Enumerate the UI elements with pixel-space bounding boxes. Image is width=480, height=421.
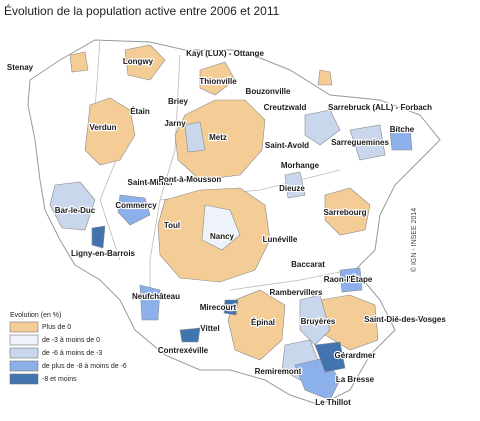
zone bbox=[117, 194, 151, 226]
place-label: Metz bbox=[209, 133, 227, 142]
legend-label: Plus de 0 bbox=[42, 324, 71, 331]
zone bbox=[201, 204, 241, 251]
place-label: Raon-l'Étape bbox=[324, 275, 373, 284]
place-label: Neufchâteau bbox=[132, 292, 180, 301]
zone bbox=[349, 124, 386, 161]
place-label: Lunéville bbox=[263, 235, 298, 244]
zone bbox=[314, 341, 346, 373]
place-label: Bitche bbox=[390, 125, 415, 134]
zone bbox=[69, 51, 89, 73]
place-label: Thionville bbox=[199, 77, 237, 86]
place-label: Remiremont bbox=[255, 367, 302, 376]
place-label: Sarrebourg bbox=[323, 208, 366, 217]
zone bbox=[139, 284, 161, 321]
place-label: Contrexéville bbox=[158, 346, 209, 355]
legend-title: Evolution (en %) bbox=[10, 312, 61, 319]
place-label: Stenay bbox=[7, 63, 34, 72]
place-label: Pont-à-Mousson bbox=[159, 175, 222, 184]
zone bbox=[227, 289, 286, 361]
place-label: Épinal bbox=[251, 318, 275, 327]
zone bbox=[389, 127, 413, 151]
zone bbox=[199, 61, 236, 96]
place-label: Sarrebruck (ALL) - Forbach bbox=[328, 103, 432, 112]
place-label: Briey bbox=[168, 97, 189, 106]
legend-label: de plus de -8 à moins de -6 bbox=[42, 363, 127, 370]
place-label: Ligny-en-Barrois bbox=[71, 249, 136, 258]
place-label: Baccarat bbox=[291, 260, 325, 269]
place-label: Étain bbox=[130, 107, 150, 116]
place-label: Nancy bbox=[210, 232, 235, 241]
place-label: Le Thillot bbox=[315, 398, 351, 407]
place-label: Morhange bbox=[281, 161, 320, 170]
place-label: Saint-Mihiel bbox=[128, 178, 173, 187]
zone bbox=[184, 121, 206, 153]
legend-label: de -6 à moins de -3 bbox=[42, 350, 102, 357]
zone bbox=[324, 187, 371, 236]
place-label: Gérardmer bbox=[335, 351, 376, 360]
place-label: Bouzonville bbox=[246, 87, 291, 96]
place-label: Toul bbox=[164, 221, 180, 230]
legend-label: -8 et moins bbox=[42, 376, 77, 383]
zone bbox=[223, 299, 239, 316]
legend-swatch bbox=[9, 360, 39, 372]
zone bbox=[284, 171, 306, 199]
legend-swatch bbox=[9, 321, 39, 333]
legend: Evolution (en %) Plus de 0 de -3 à moins … bbox=[9, 312, 127, 385]
zone bbox=[304, 109, 341, 146]
copyright: © IGN - INSEE 2014 bbox=[410, 208, 418, 272]
legend-swatch bbox=[9, 347, 39, 359]
place-label: Verdun bbox=[89, 123, 116, 132]
place-label: Bruyères bbox=[301, 317, 336, 326]
place-label: Vittel bbox=[200, 324, 219, 333]
place-label: Mirecourt bbox=[200, 303, 237, 312]
legend-swatch bbox=[9, 334, 39, 346]
legend-swatch bbox=[9, 373, 39, 385]
place-label: Jarny bbox=[164, 119, 186, 128]
place-label: Longwy bbox=[123, 57, 154, 66]
place-label: Bar-le-Duc bbox=[55, 206, 96, 215]
place-label: Saint-Avold bbox=[265, 141, 309, 150]
zones bbox=[49, 44, 413, 401]
place-label: Commercy bbox=[115, 201, 157, 210]
zone bbox=[299, 294, 331, 346]
place-label: Kayl (LUX) - Ottange bbox=[186, 49, 264, 58]
title: Évolution de la population active entre … bbox=[4, 3, 280, 18]
place-label: Dieuze bbox=[279, 184, 305, 193]
place-label: La Bresse bbox=[336, 375, 375, 384]
zone bbox=[179, 327, 201, 343]
zone bbox=[91, 225, 106, 249]
zone bbox=[174, 99, 266, 181]
zone bbox=[339, 267, 363, 293]
legend-label: de -3 à moins de 0 bbox=[42, 337, 100, 344]
zone bbox=[124, 44, 166, 81]
zone bbox=[84, 97, 136, 166]
place-label: Creutzwald bbox=[264, 103, 307, 112]
place-label: Saint-Dié-des-Vosges bbox=[364, 315, 446, 324]
place-label: Rambervillers bbox=[270, 288, 323, 297]
zone bbox=[49, 181, 96, 231]
place-label: Sarreguemines bbox=[331, 138, 389, 147]
place-labels: Stenay Longwy Kayl (LUX) - Ottange Thion… bbox=[6, 48, 448, 408]
zone bbox=[317, 69, 333, 86]
